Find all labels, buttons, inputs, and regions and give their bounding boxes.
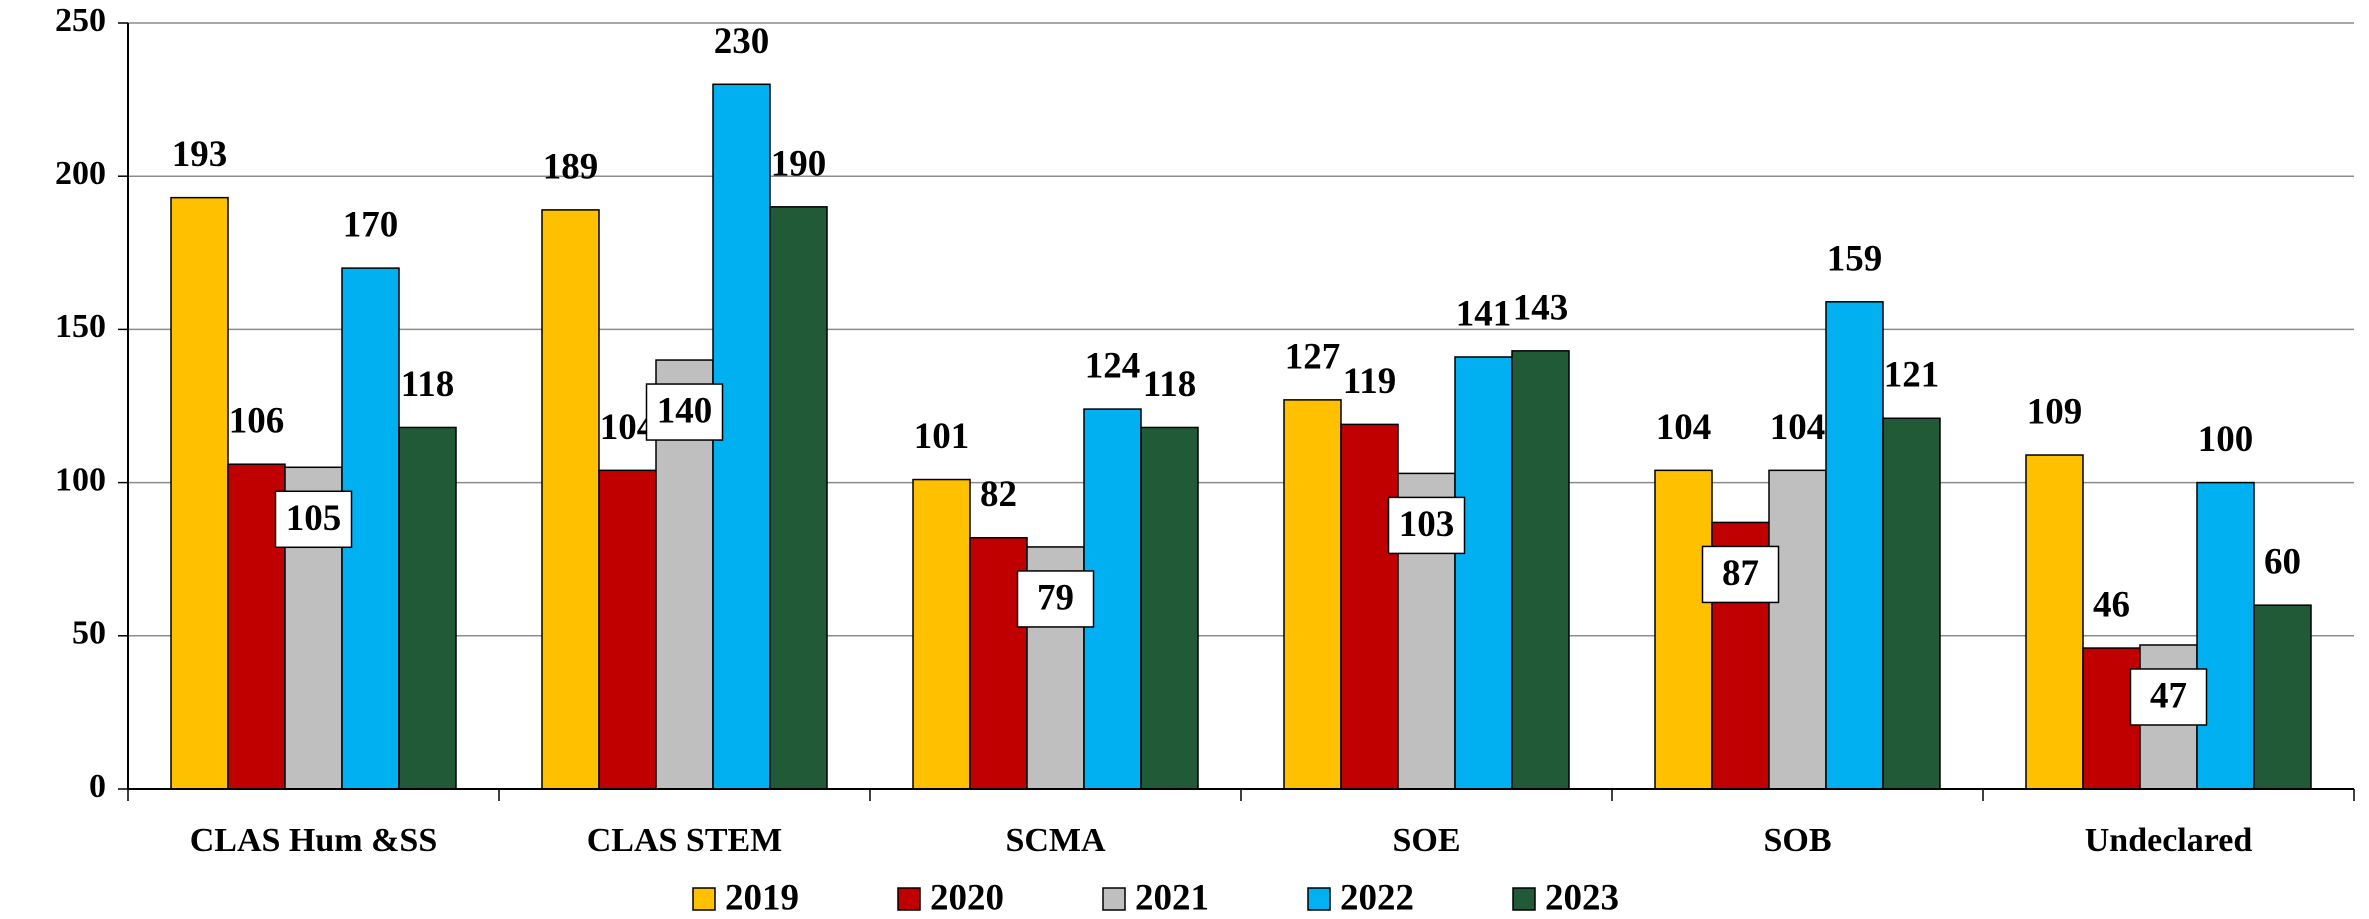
data-label: 140 — [657, 391, 713, 432]
bar — [1654, 469, 1713, 790]
data-label: 104 — [1656, 407, 1712, 448]
label-box — [1387, 496, 1466, 555]
x-tick-label: SOB — [1763, 822, 1831, 859]
x-tick-label: SCMA — [1005, 822, 1106, 859]
data-label: 105 — [286, 498, 342, 539]
data-label: 118 — [1143, 364, 1196, 405]
data-label: 87 — [1722, 553, 1759, 594]
data-label: 143 — [1513, 287, 1569, 328]
data-label: 100 — [2198, 419, 2254, 460]
data-label: 103 — [1399, 504, 1455, 545]
legend-swatch — [692, 887, 716, 911]
bar — [2025, 454, 2084, 790]
bar — [170, 196, 229, 790]
data-label: 46 — [2093, 585, 2130, 626]
y-tick-label: 50 — [72, 615, 106, 652]
label-box — [274, 490, 353, 549]
label-box — [645, 383, 724, 441]
bar — [1511, 350, 1570, 790]
legend-label: 2022 — [1340, 877, 1414, 918]
bar — [598, 469, 657, 790]
y-tick-label: 0 — [89, 768, 106, 805]
data-label: 82 — [980, 474, 1017, 515]
legend-label: 2023 — [1545, 877, 1619, 918]
x-tick-label: SOE — [1392, 822, 1460, 859]
y-tick-label: 100 — [55, 461, 106, 498]
legend-label: 2019 — [725, 877, 799, 918]
bar — [1825, 301, 1884, 790]
legend-swatch — [1512, 887, 1536, 911]
bar — [2196, 481, 2255, 790]
bar — [1768, 469, 1827, 790]
y-tick-label: 150 — [55, 308, 106, 345]
legend-swatch — [1102, 887, 1126, 911]
y-tick-label: 250 — [55, 2, 106, 39]
data-label: 190 — [771, 143, 827, 184]
data-label: 121 — [1884, 355, 1940, 396]
bar — [1454, 356, 1513, 790]
data-label: 109 — [2027, 392, 2083, 433]
bar — [398, 426, 457, 790]
data-label: 101 — [914, 416, 970, 457]
data-label: 104 — [1770, 407, 1826, 448]
legend-swatch — [1307, 887, 1331, 911]
data-label: 60 — [2264, 542, 2301, 583]
bar — [912, 478, 971, 790]
bar — [1283, 399, 1342, 790]
data-label: 118 — [401, 364, 454, 405]
bar — [541, 209, 600, 790]
bar — [1140, 426, 1199, 790]
bar — [2253, 604, 2312, 790]
label-box — [2129, 668, 2208, 726]
data-label: 124 — [1085, 346, 1141, 387]
data-label: 141 — [1456, 293, 1512, 334]
data-label: 170 — [343, 205, 399, 246]
data-label: 230 — [714, 21, 770, 62]
x-tick-label: CLAS Hum &SS — [190, 822, 438, 859]
data-label: 127 — [1285, 336, 1341, 377]
data-label: 193 — [172, 134, 228, 175]
legend-label: 2021 — [1135, 877, 1209, 918]
data-label: 189 — [543, 146, 599, 187]
legend-swatch — [897, 887, 921, 911]
bar — [1882, 417, 1941, 790]
data-label: 159 — [1827, 238, 1883, 279]
data-label: 47 — [2150, 675, 2187, 716]
data-label: 106 — [229, 401, 285, 442]
legend-label: 2020 — [930, 877, 1004, 918]
x-tick-label: CLAS STEM — [587, 822, 783, 859]
x-tick-label: Undeclared — [2085, 822, 2253, 859]
data-label: 119 — [1343, 361, 1396, 402]
data-label: 79 — [1037, 577, 1074, 618]
label-box — [1701, 545, 1780, 604]
bar — [1340, 423, 1399, 790]
y-tick-label: 200 — [55, 155, 106, 192]
label-box — [1016, 570, 1095, 628]
bar — [769, 206, 828, 790]
